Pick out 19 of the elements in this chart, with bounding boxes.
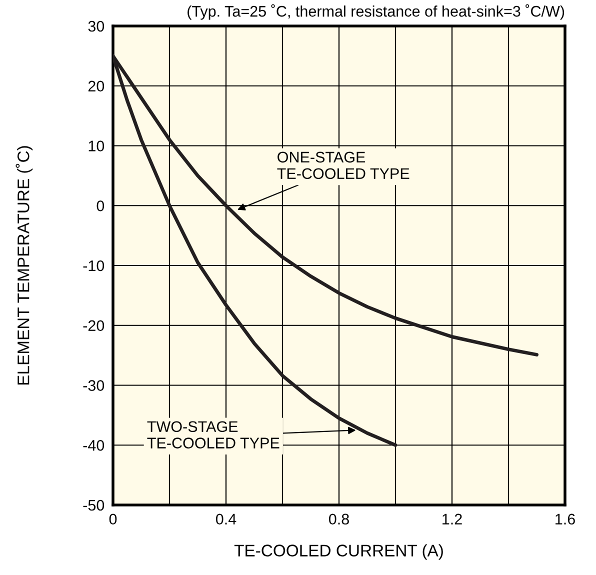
x-tick-label: 1.6 — [556, 514, 575, 525]
y-tick-label: 30 — [88, 20, 104, 32]
annotation: ONE-STAGE TE-COOLED TYPE — [277, 152, 410, 180]
x-tick-label: 0.4 — [216, 514, 236, 525]
y-axis-title: ELEMENT TEMPERATURE (˚C) — [16, 146, 33, 385]
y-tick-label: -40 — [83, 440, 104, 451]
y-tick-label: -50 — [83, 500, 104, 511]
y-tick-label: 10 — [88, 140, 104, 152]
x-tick-label: 0.8 — [328, 514, 349, 525]
y-tick-label: -20 — [83, 320, 104, 332]
y-tick-label: -30 — [83, 380, 104, 391]
chart-title: (Typ. Ta=25 ˚C, thermal resistance of heat-sink=3 ˚C/W) — [188, 4, 564, 20]
y-tick-label: -10 — [83, 260, 104, 272]
y-tick-label: 20 — [88, 80, 104, 92]
x-tick-label: 1.2 — [442, 514, 462, 524]
x-axis-title: TE-COOLED CURRENT (A) — [234, 544, 443, 560]
x-tick-label: 0 — [109, 514, 117, 525]
y-tick-label: 0 — [96, 200, 104, 212]
annotation: TWO-STAGE TE-COOLED TYPE — [147, 421, 280, 448]
